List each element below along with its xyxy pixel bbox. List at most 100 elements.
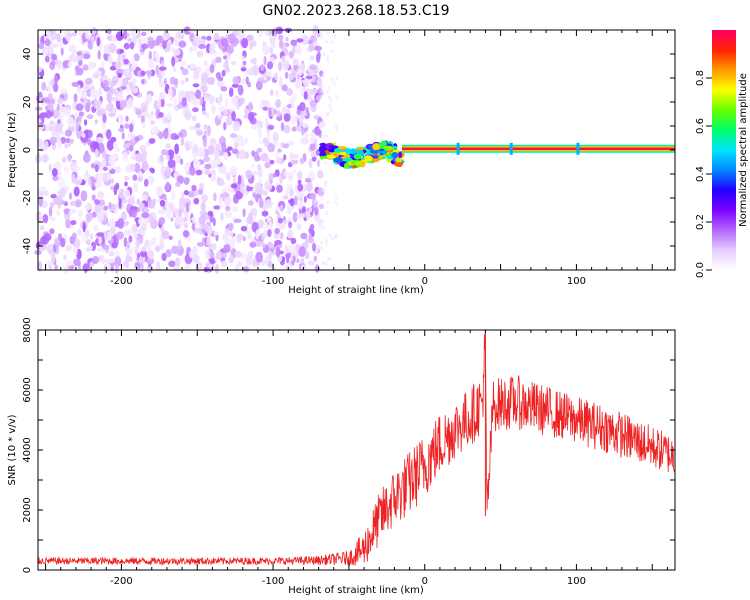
spectrogram-noise-blob <box>102 113 107 123</box>
spectrogram-noise-blob <box>125 247 134 256</box>
spectrogram-noise-blob <box>174 215 182 226</box>
spectrogram-noise-blob <box>234 250 242 258</box>
spectrogram-noise-blob <box>269 221 273 231</box>
spectrogram-noise-blob <box>314 45 323 52</box>
spectrogram-noise-blob <box>196 129 204 136</box>
spectrogram-noise-blob <box>107 258 116 264</box>
spectrogram-noise-blob <box>333 34 337 38</box>
colorbar-gradient <box>712 30 736 270</box>
spectrogram-noise-blob <box>158 216 166 225</box>
spectrogram-noise-blob <box>264 162 271 169</box>
spectrogram-noise-blob <box>178 132 183 138</box>
spectrogram-noise-blob <box>95 136 104 144</box>
spectrogram-noise-blob <box>42 214 49 224</box>
spectrogram-noise-blob <box>275 246 281 258</box>
spectrogram-noise-blob <box>83 153 91 163</box>
spectrogram-noise-blob <box>147 38 155 49</box>
spectrogram-noise-blob <box>73 258 81 267</box>
spectrogram-noise-blob <box>300 232 308 240</box>
spectrogram-noise-blob <box>183 190 189 196</box>
spectrogram-noise-blob <box>53 83 59 93</box>
spectrogram-tone-blob <box>364 155 373 162</box>
spectrogram-noise-blob <box>249 42 253 50</box>
spectrogram-noise-blob <box>220 86 228 92</box>
spectrogram-noise-blob <box>144 215 150 226</box>
spectrogram-noise-blob <box>229 133 238 139</box>
spectrogram-noise-blob <box>293 64 298 70</box>
spectrogram-noise-blob <box>239 149 246 160</box>
spectrogram-noise-blob <box>332 264 336 269</box>
spectrogram-noise-blob <box>221 69 226 77</box>
spectrogram-noise-blob <box>130 156 135 161</box>
spectrogram-noise-blob <box>266 61 274 70</box>
spectrogram-noise-blob <box>315 53 321 64</box>
spectrogram-noise-blob <box>207 76 215 85</box>
spectrogram-noise-blob <box>324 161 327 166</box>
colorbar-tick-label: 0.8 <box>695 70 706 86</box>
spectrogram-noise-blob <box>299 157 305 165</box>
spectrogram-noise-blob <box>76 248 82 260</box>
spectrogram-noise-blob <box>254 182 262 191</box>
spectrogram-noise-blob <box>128 145 134 152</box>
spectrogram-noise-blob <box>228 257 234 263</box>
spectrogram-noise-blob <box>149 120 156 125</box>
spectrogram-noise-blob <box>192 107 199 113</box>
snr-content <box>38 330 675 567</box>
spectrogram-noise-blob <box>260 99 269 105</box>
spectrogram-noise-blob <box>193 159 201 170</box>
spectrogram-noise-blob <box>96 211 105 223</box>
spectrogram-noise-blob <box>142 194 148 201</box>
spectrogram-noise-blob <box>49 43 53 54</box>
spectrogram-noise-blob <box>50 29 57 41</box>
spectrogram-noise-blob <box>171 245 179 255</box>
spectrogram-noise-blob <box>308 44 315 52</box>
spectrogram-noise-blob <box>322 134 326 139</box>
spectrogram-noise-blob <box>195 169 203 176</box>
spectrogram-noise-blob <box>141 31 147 36</box>
spectrogram-noise-blob <box>227 230 234 237</box>
spectrogram-noise-blob <box>288 98 293 104</box>
spectrogram-noise-blob <box>193 34 200 46</box>
spectrogram-noise-blob <box>242 208 246 218</box>
spectrogram-noise-blob <box>198 215 206 225</box>
spectrogram-noise-blob <box>200 201 206 212</box>
spectrogram-noise-blob <box>292 211 298 223</box>
spectrogram-tone-blob <box>333 157 343 163</box>
spectrogram-noise-blob <box>322 52 326 56</box>
spectrogram-tone-blob <box>369 149 379 154</box>
spectrogram-noise-blob <box>174 143 180 155</box>
spectrogram-noise-blob <box>119 49 125 54</box>
spectrogram-noise-blob <box>296 74 300 80</box>
spectrogram-noise-blob <box>139 202 145 210</box>
spectrogram-noise-blob <box>242 236 246 242</box>
spectrogram-tone-blob <box>379 150 388 155</box>
spectrogram-noise-blob <box>202 86 206 98</box>
spectrogram-noise-blob <box>244 137 248 144</box>
spectrogram-noise-blob <box>142 121 146 129</box>
spectrogram-noise-blob <box>98 236 102 245</box>
spectrogram-noise-blob <box>273 108 277 115</box>
spectrogram-x-tick-label: -200 <box>110 276 133 287</box>
spectrogram-noise-blob <box>245 169 253 180</box>
spectrogram-noise-blob <box>296 109 302 116</box>
spectrogram-noise-blob <box>199 96 203 106</box>
spectrogram-noise-blob <box>130 163 136 171</box>
spectrogram-noise-blob <box>309 64 317 71</box>
spectrogram-noise-blob <box>119 99 127 109</box>
spectrogram-noise-blob <box>240 225 247 232</box>
spectrogram-noise-blob <box>111 34 116 43</box>
spectrogram-ylabel: Frequency (Hz) <box>7 112 18 188</box>
spectrogram-noise-blob <box>73 186 80 197</box>
spectrogram-noise-blob <box>61 156 67 163</box>
spectrogram-noise-blob <box>161 60 165 67</box>
spectrogram-noise-blob <box>101 158 106 168</box>
spectrogram-noise-blob <box>158 132 164 140</box>
spectrogram-noise-blob <box>165 154 170 161</box>
spectrogram-noise-blob <box>107 54 113 64</box>
spectrogram-noise-blob <box>323 122 327 127</box>
spectrogram-noise-blob <box>94 119 99 124</box>
spectrogram-noise-blob <box>213 192 217 202</box>
spectrogram-noise-blob <box>283 124 291 134</box>
spectrogram-noise-blob <box>207 94 215 103</box>
spectrogram-noise-blob <box>111 80 117 87</box>
